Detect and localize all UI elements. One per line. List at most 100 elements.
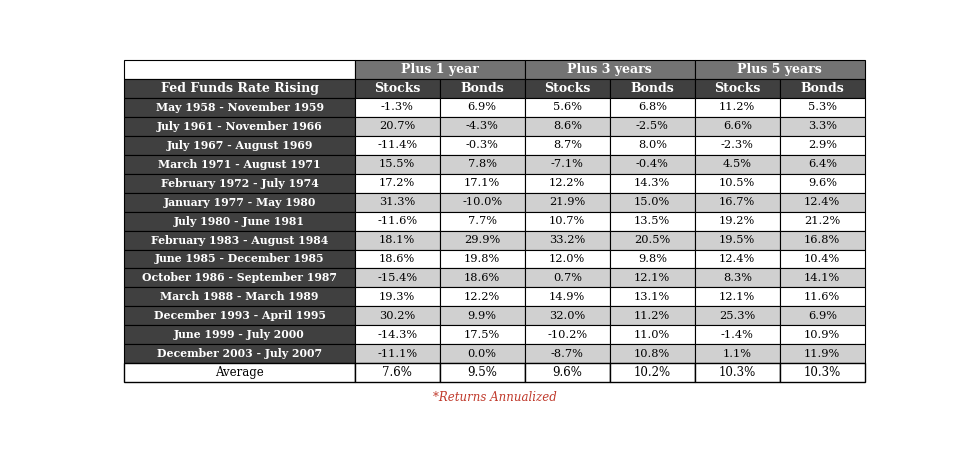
Text: 10.4%: 10.4% bbox=[804, 254, 841, 264]
Text: Stocks: Stocks bbox=[544, 82, 591, 95]
Text: -10.0%: -10.0% bbox=[462, 197, 503, 207]
Text: February 1972 - July 1974: February 1972 - July 1974 bbox=[161, 178, 318, 189]
Text: 17.5%: 17.5% bbox=[464, 330, 501, 340]
Text: 9.6%: 9.6% bbox=[808, 178, 837, 188]
Text: -1.3%: -1.3% bbox=[381, 102, 414, 112]
Text: 12.4%: 12.4% bbox=[804, 197, 841, 207]
Bar bbox=[440, 363, 525, 382]
Bar bbox=[440, 136, 525, 155]
Bar bbox=[610, 306, 695, 325]
Bar bbox=[695, 79, 780, 98]
Text: -11.6%: -11.6% bbox=[377, 216, 417, 226]
Bar bbox=[780, 212, 865, 231]
Bar bbox=[355, 98, 440, 117]
Text: 17.2%: 17.2% bbox=[379, 178, 415, 188]
Text: 19.3%: 19.3% bbox=[379, 292, 415, 302]
Bar bbox=[780, 231, 865, 250]
Bar bbox=[695, 117, 780, 136]
Text: 10.9%: 10.9% bbox=[804, 330, 841, 340]
Text: 7.7%: 7.7% bbox=[468, 216, 497, 226]
Text: Bonds: Bonds bbox=[800, 82, 844, 95]
Text: 31.3%: 31.3% bbox=[379, 197, 415, 207]
Text: December 1993 - April 1995: December 1993 - April 1995 bbox=[153, 310, 325, 321]
Text: Bonds: Bonds bbox=[460, 82, 504, 95]
Bar bbox=[525, 193, 610, 212]
Text: 13.1%: 13.1% bbox=[634, 292, 671, 302]
Text: 9.5%: 9.5% bbox=[467, 366, 497, 379]
Text: 9.8%: 9.8% bbox=[638, 254, 667, 264]
Text: 20.7%: 20.7% bbox=[379, 122, 415, 132]
Text: 1.1%: 1.1% bbox=[723, 349, 752, 359]
Bar bbox=[440, 306, 525, 325]
Bar bbox=[525, 287, 610, 306]
Text: Plus 1 year: Plus 1 year bbox=[400, 63, 479, 76]
Bar bbox=[525, 98, 610, 117]
Text: 11.2%: 11.2% bbox=[634, 311, 671, 321]
Text: Plus 3 years: Plus 3 years bbox=[567, 63, 652, 76]
Bar bbox=[610, 250, 695, 268]
Bar bbox=[440, 268, 525, 287]
Text: December 2003 - July 2007: December 2003 - July 2007 bbox=[157, 348, 322, 359]
Bar bbox=[525, 250, 610, 268]
Text: 21.2%: 21.2% bbox=[804, 216, 841, 226]
Text: -4.3%: -4.3% bbox=[466, 122, 499, 132]
Bar bbox=[780, 193, 865, 212]
Text: 11.9%: 11.9% bbox=[804, 349, 841, 359]
Text: March 1988 - March 1989: March 1988 - March 1989 bbox=[160, 292, 318, 303]
Bar bbox=[355, 325, 440, 344]
Text: 16.7%: 16.7% bbox=[719, 197, 756, 207]
Text: 12.4%: 12.4% bbox=[719, 254, 756, 264]
Bar bbox=[124, 306, 355, 325]
Text: 14.3%: 14.3% bbox=[634, 178, 671, 188]
Bar bbox=[695, 344, 780, 363]
Text: July 1961 - November 1966: July 1961 - November 1966 bbox=[156, 121, 322, 132]
Text: June 1999 - July 2000: June 1999 - July 2000 bbox=[174, 329, 305, 340]
Bar bbox=[780, 287, 865, 306]
Bar bbox=[355, 268, 440, 287]
Bar bbox=[355, 79, 440, 98]
Text: 33.2%: 33.2% bbox=[549, 235, 586, 245]
Text: -11.1%: -11.1% bbox=[377, 349, 417, 359]
Bar bbox=[440, 344, 525, 363]
Text: 12.2%: 12.2% bbox=[464, 292, 501, 302]
Text: 8.7%: 8.7% bbox=[553, 140, 582, 150]
Bar bbox=[695, 212, 780, 231]
Text: 10.3%: 10.3% bbox=[719, 366, 756, 379]
Text: -11.4%: -11.4% bbox=[377, 140, 417, 150]
Bar bbox=[610, 117, 695, 136]
Bar bbox=[525, 212, 610, 231]
Bar bbox=[695, 98, 780, 117]
Text: -1.4%: -1.4% bbox=[721, 330, 754, 340]
Text: 10.7%: 10.7% bbox=[549, 216, 586, 226]
Bar bbox=[525, 325, 610, 344]
Text: *Returns Annualized: *Returns Annualized bbox=[432, 392, 557, 404]
Text: July 1980 - June 1981: July 1980 - June 1981 bbox=[174, 216, 305, 227]
Text: Fed Funds Rate Rising: Fed Funds Rate Rising bbox=[160, 82, 318, 95]
Text: 0.0%: 0.0% bbox=[468, 349, 497, 359]
Text: 9.9%: 9.9% bbox=[468, 311, 497, 321]
Bar bbox=[124, 344, 355, 363]
Bar bbox=[525, 344, 610, 363]
Bar bbox=[695, 60, 865, 79]
Text: 12.1%: 12.1% bbox=[634, 273, 671, 283]
Bar bbox=[610, 136, 695, 155]
Bar bbox=[440, 250, 525, 268]
Text: 6.8%: 6.8% bbox=[638, 102, 667, 112]
Text: -2.5%: -2.5% bbox=[636, 122, 669, 132]
Text: 12.0%: 12.0% bbox=[549, 254, 586, 264]
Bar bbox=[440, 231, 525, 250]
Bar bbox=[525, 174, 610, 193]
Bar bbox=[695, 155, 780, 174]
Bar bbox=[610, 287, 695, 306]
Text: 5.6%: 5.6% bbox=[553, 102, 582, 112]
Text: 18.6%: 18.6% bbox=[379, 254, 415, 264]
Bar bbox=[440, 117, 525, 136]
Bar bbox=[525, 268, 610, 287]
Bar bbox=[780, 79, 865, 98]
Text: February 1983 - August 1984: February 1983 - August 1984 bbox=[151, 234, 328, 245]
Text: March 1971 - August 1971: March 1971 - August 1971 bbox=[158, 159, 321, 170]
Bar bbox=[695, 174, 780, 193]
Bar bbox=[610, 231, 695, 250]
Bar bbox=[440, 325, 525, 344]
Bar bbox=[780, 174, 865, 193]
